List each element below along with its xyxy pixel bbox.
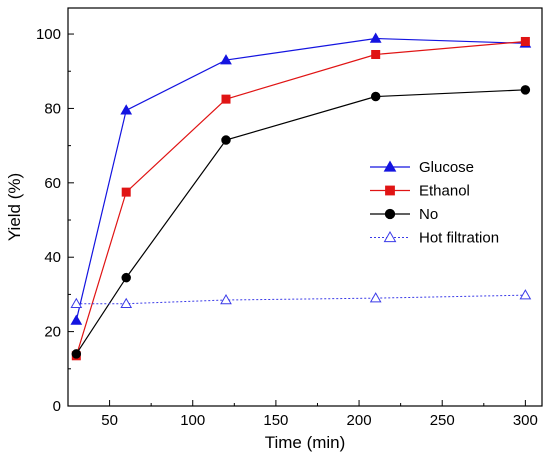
data-point	[221, 94, 231, 104]
series-line	[76, 294, 526, 305]
data-point	[121, 272, 131, 283]
legend-entry-hot-filtration: Hot filtration	[370, 230, 499, 247]
data-point	[220, 54, 232, 65]
y-tick-label: 80	[44, 100, 61, 117]
series-layer	[70, 32, 532, 361]
series-line	[75, 37, 526, 321]
tick-marks: 50 100 150 200 250 300 0 20 40 60 80 100	[36, 26, 538, 429]
data-point	[519, 289, 532, 300]
y-tick-label: 100	[36, 26, 61, 43]
data-point	[369, 32, 382, 43]
y-tick-label: 40	[44, 249, 61, 266]
data-point	[70, 297, 83, 308]
data-point	[120, 297, 133, 308]
x-tick-label: 50	[101, 412, 118, 429]
data-point	[70, 314, 83, 325]
legend-entry-ethanol: Ethanol	[370, 183, 470, 200]
data-point	[220, 293, 232, 305]
x-tick-label: 200	[347, 412, 372, 429]
legend-marker	[384, 208, 396, 220]
series-ethanol	[71, 36, 530, 361]
data-point	[121, 187, 131, 197]
x-tick-label: 100	[180, 412, 205, 429]
legend-label: Glucose	[419, 159, 474, 176]
series-no	[71, 85, 531, 359]
legend: Glucose Ethanol No Hot filtration	[370, 159, 499, 247]
legend-entry-no: No	[370, 206, 438, 223]
legend-label: No	[419, 206, 438, 223]
axes	[67, 7, 543, 407]
legend-marker	[385, 185, 395, 196]
legend-label: Hot filtration	[419, 230, 499, 247]
x-axis-title: Time (min)	[265, 433, 346, 452]
y-axis-title: Yield (%)	[5, 173, 24, 241]
data-point	[221, 135, 231, 145]
legend-marker	[383, 160, 397, 172]
x-tick-label: 150	[263, 412, 288, 429]
plot-frame	[67, 7, 543, 407]
data-point	[369, 292, 382, 303]
legend-marker	[383, 230, 397, 243]
series-hot-filtration	[70, 289, 532, 308]
series-line	[75, 89, 526, 355]
series-glucose	[70, 32, 532, 325]
y-tick-label: 20	[44, 324, 61, 341]
data-point	[371, 49, 381, 59]
legend-entry-glucose: Glucose	[370, 159, 474, 176]
data-point	[520, 36, 530, 46]
data-point	[120, 104, 133, 115]
data-point	[520, 85, 531, 95]
data-point	[71, 349, 82, 359]
x-tick-label: 250	[430, 412, 455, 429]
x-tick-label: 300	[513, 412, 538, 429]
legend-label: Ethanol	[419, 183, 470, 200]
data-point	[370, 91, 381, 102]
y-tick-label: 60	[44, 175, 61, 192]
y-tick-label: 0	[53, 398, 61, 415]
